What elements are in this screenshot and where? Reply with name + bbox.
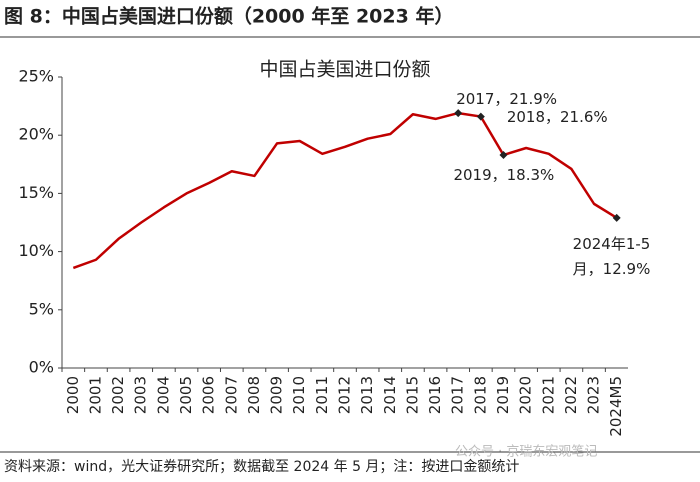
source-note: 资料来源：wind，光大证券研究所；数据截至 2024 年 5 月；注：按进口金… xyxy=(4,459,519,475)
x-tick-label: 2016 xyxy=(426,376,444,414)
y-tick-label: 5% xyxy=(29,299,54,318)
x-tick-label: 2024M5 xyxy=(607,376,625,437)
x-tick-label: 2012 xyxy=(336,376,354,414)
x-tick-label: 2010 xyxy=(290,376,308,414)
figure-title: 图 8：中国占美国进口份额（2000 年至 2023 年） xyxy=(4,5,453,28)
x-tick-label: 2022 xyxy=(562,376,580,414)
x-tick-label: 2015 xyxy=(403,376,421,414)
value-label: 2024年1-5月，12.9% xyxy=(572,234,651,278)
x-tick-label: 2011 xyxy=(313,376,331,414)
y-tick-label: 20% xyxy=(18,125,54,144)
value-label: 2017，21.9% xyxy=(456,90,558,109)
y-tick-label: 0% xyxy=(29,358,54,377)
value-label: 2018，21.6% xyxy=(506,107,608,126)
y-tick-label: 25% xyxy=(18,67,54,86)
watermark: 公众号 · 京瑞东宏观笔记 xyxy=(455,444,597,460)
x-tick-label: 2009 xyxy=(268,376,286,414)
x-tick-label: 2002 xyxy=(109,376,127,414)
x-tick-label: 2014 xyxy=(381,376,399,414)
chart-title: 中国占美国进口份额 xyxy=(259,59,430,81)
x-tick-label: 2017 xyxy=(449,376,467,414)
x-tick-label: 2018 xyxy=(471,376,489,414)
data-marker xyxy=(454,109,463,118)
x-tick-label: 2005 xyxy=(177,376,195,414)
x-tick-label: 2023 xyxy=(585,376,603,414)
y-tick-label: 15% xyxy=(18,183,54,202)
data-marker xyxy=(499,150,508,159)
data-marker xyxy=(476,112,485,121)
x-tick-label: 2007 xyxy=(222,376,240,414)
y-tick-label: 10% xyxy=(18,241,54,260)
x-tick-label: 2003 xyxy=(132,376,150,414)
x-tick-label: 2019 xyxy=(494,376,512,414)
x-tick-label: 2013 xyxy=(358,376,376,414)
x-tick-label: 2008 xyxy=(245,376,263,414)
value-label: 2019，18.3% xyxy=(453,165,555,184)
x-tick-label: 2006 xyxy=(200,376,218,414)
x-tick-label: 2020 xyxy=(517,376,535,414)
x-tick-label: 2001 xyxy=(86,376,104,414)
data-marker xyxy=(612,213,621,222)
series-line xyxy=(72,111,618,270)
x-tick-label: 2000 xyxy=(64,376,82,414)
x-tick-label: 2021 xyxy=(539,376,557,414)
x-tick-label: 2004 xyxy=(154,376,172,414)
